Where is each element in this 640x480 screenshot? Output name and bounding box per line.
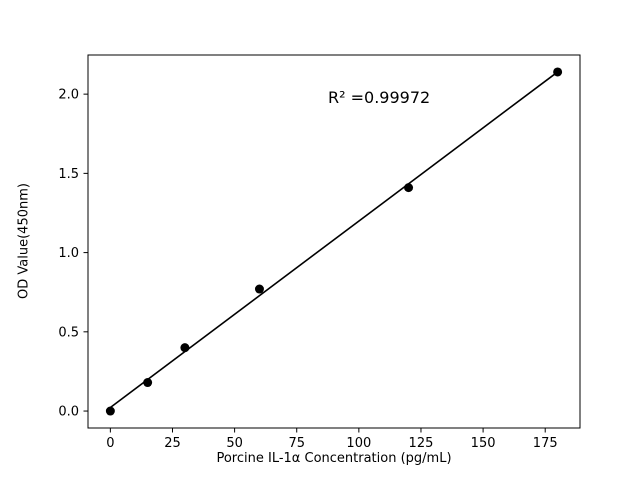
data-point <box>404 183 414 193</box>
x-tick-label: 100 <box>346 436 371 451</box>
x-tick-label: 150 <box>471 436 496 451</box>
x-tick-label: 175 <box>533 436 558 451</box>
data-point <box>553 67 563 77</box>
y-tick-label: 2.0 <box>58 88 79 103</box>
data-point <box>105 406 115 416</box>
y-tick-label: 1.5 <box>58 167 79 182</box>
x-tick-label: 75 <box>288 436 305 451</box>
data-point <box>254 284 264 294</box>
data-point <box>143 378 153 388</box>
x-tick-label: 50 <box>226 436 243 451</box>
fit-line <box>109 71 559 409</box>
data-point <box>180 343 190 353</box>
x-tick-label: 25 <box>164 436 181 451</box>
x-tick-label: 0 <box>106 436 114 451</box>
y-tick-label: 0.0 <box>58 405 79 420</box>
r-squared-annotation: R² =0.99972 <box>328 88 431 107</box>
x-axis-label: Porcine IL-1α Concentration (pg/mL) <box>216 451 452 466</box>
plot-border <box>87 54 581 429</box>
x-tick-label: 125 <box>409 436 434 451</box>
y-tick-label: 0.5 <box>58 325 79 340</box>
y-tick-label: 1.0 <box>58 246 79 261</box>
y-axis-label: OD Value(450nm) <box>16 183 32 299</box>
